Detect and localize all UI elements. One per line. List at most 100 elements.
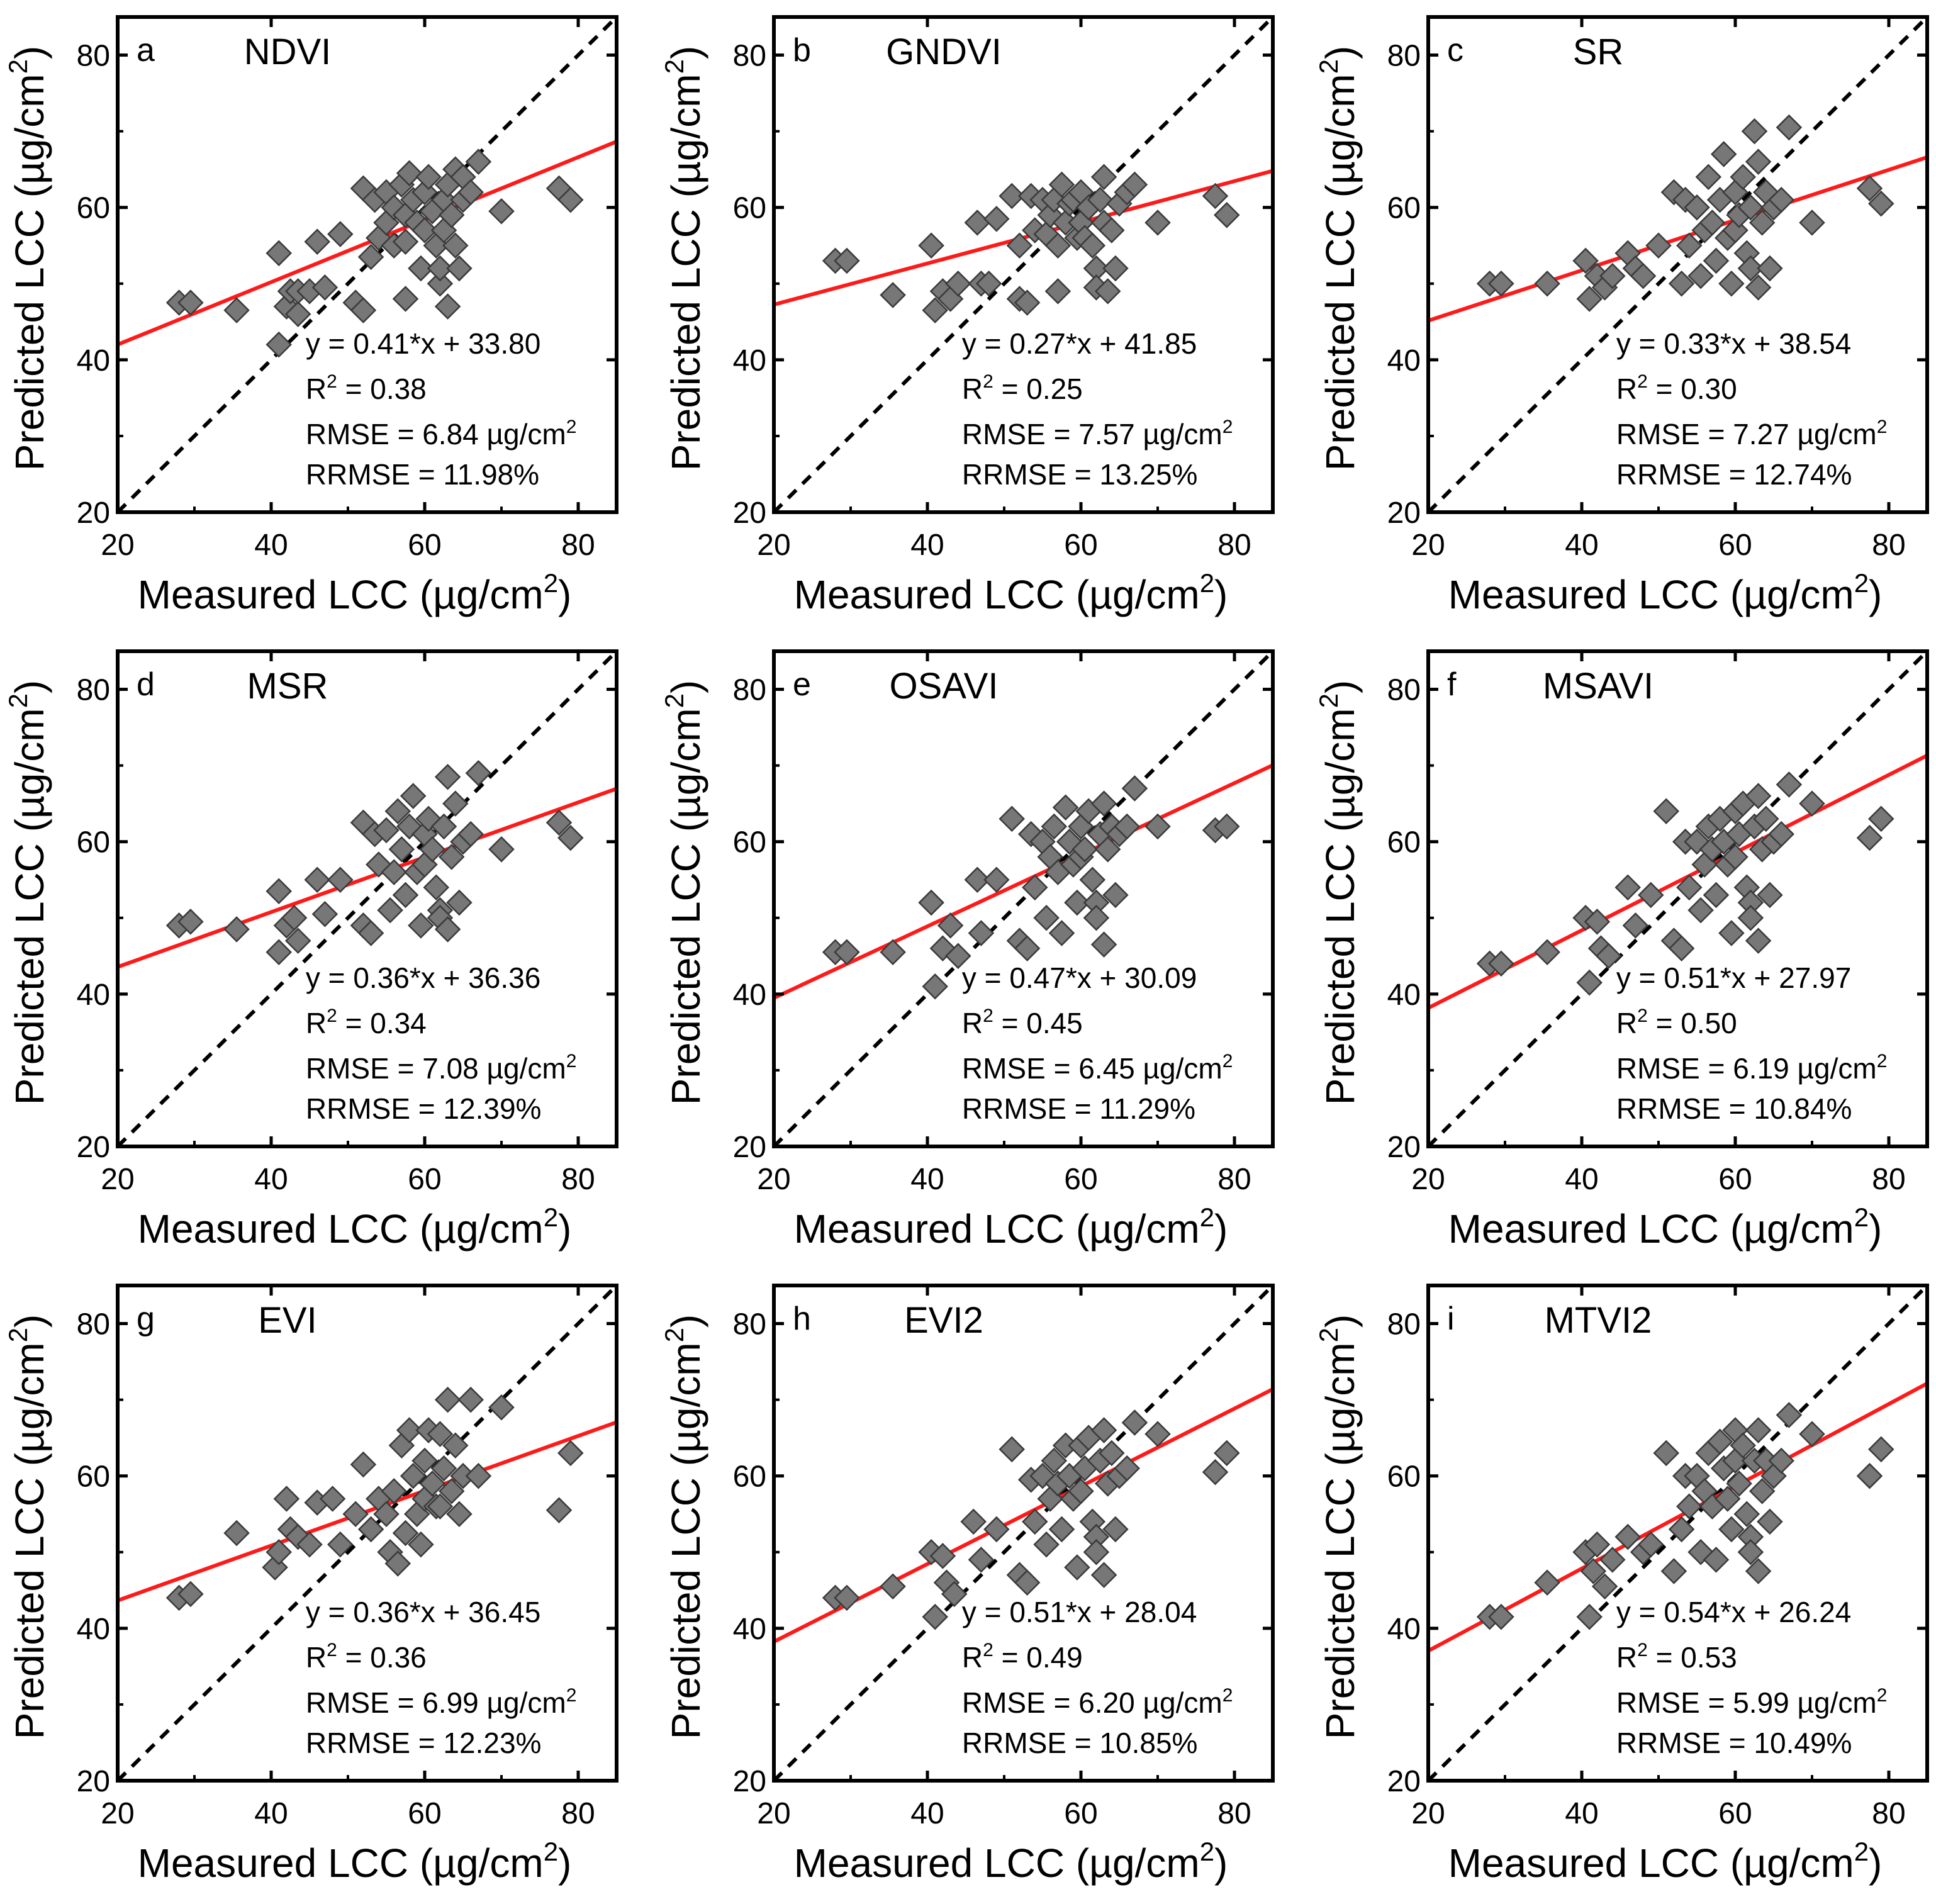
y-tick-label: 60 [733, 1460, 766, 1494]
data-point [392, 882, 419, 909]
data-point [1676, 1493, 1703, 1520]
data-point [442, 1432, 469, 1459]
plot-area [118, 1285, 617, 1781]
data-point [1776, 1402, 1803, 1428]
data-point [1083, 1539, 1110, 1565]
data-point [1090, 931, 1117, 958]
data-point [434, 916, 461, 943]
data-point [968, 920, 995, 946]
r-squared: R2 = 0.30 [1616, 371, 1737, 405]
y-tick-label: 20 [77, 496, 110, 530]
rrmse: RRMSE = 12.23% [306, 1727, 542, 1759]
data-point [411, 217, 438, 244]
rrmse: RRMSE = 12.39% [306, 1092, 542, 1125]
data-point [941, 1581, 968, 1608]
fit-line [118, 1420, 617, 1603]
data-point [1202, 182, 1229, 210]
data-point [1144, 210, 1171, 236]
data-point [834, 247, 860, 274]
data-point [968, 1547, 995, 1573]
rmse: RMSE = 5.99 µg/cm2 [1616, 1685, 1888, 1719]
x-tick-label: 20 [1411, 1163, 1445, 1196]
r-squared: R2 = 0.50 [1616, 1005, 1737, 1039]
fit-line [1428, 1382, 1927, 1653]
data-point [1749, 210, 1776, 236]
y-axis-label: Predicted LCC (µg/cm2) [659, 1314, 708, 1740]
panel-letter: g [137, 1301, 155, 1337]
data-point [408, 1531, 434, 1558]
data-point [304, 228, 330, 255]
y-tick-label: 20 [1387, 1765, 1421, 1798]
rmse: RMSE = 6.99 µg/cm2 [306, 1685, 577, 1719]
rmse: RMSE = 6.84 µg/cm2 [306, 417, 577, 451]
x-tick-label: 80 [561, 1797, 595, 1830]
data-point [1033, 1531, 1060, 1558]
regression-equation: y = 0.27*x + 41.85 [962, 327, 1197, 360]
data-point [1737, 255, 1764, 282]
x-tick-label: 20 [101, 529, 134, 562]
data-point [284, 301, 311, 327]
data-point [446, 1501, 473, 1527]
data-point [357, 244, 384, 271]
rmse: RMSE = 7.08 µg/cm2 [306, 1051, 577, 1085]
data-point [1572, 247, 1599, 274]
data-point [1730, 1432, 1756, 1459]
r-squared: R2 = 0.38 [306, 371, 427, 405]
data-point [1144, 1421, 1171, 1447]
x-tick-label: 20 [101, 1163, 134, 1196]
data-point [177, 289, 204, 316]
data-point [1799, 210, 1825, 236]
data-point [357, 1516, 384, 1543]
panel-d: 20 40 60 80 20 40 60 80 d MSR y = 0.36*x + 36.36 R2… [3, 649, 618, 1252]
data-point [1090, 1562, 1117, 1588]
plot-frame [1426, 649, 1929, 1148]
panel-letter: i [1447, 1301, 1455, 1337]
data-point [1638, 882, 1664, 909]
rrmse: RRMSE = 13.25% [962, 458, 1198, 491]
data-point [419, 1470, 445, 1497]
data-point [1534, 939, 1560, 966]
data-point [266, 939, 292, 966]
data-point [1768, 820, 1794, 848]
x-tick-label: 80 [1217, 529, 1251, 562]
data-point [373, 1501, 400, 1527]
data-point [557, 824, 584, 851]
data-point [1856, 1462, 1883, 1489]
x-tick-label: 40 [910, 1163, 944, 1196]
data-point [1094, 836, 1121, 863]
rmse: RMSE = 6.20 µg/cm2 [962, 1685, 1233, 1719]
data-point [557, 186, 584, 213]
data-point [922, 1603, 948, 1630]
y-axis-label: Predicted LCC (µg/cm2) [3, 680, 52, 1106]
data-point [465, 148, 492, 175]
data-point [1757, 882, 1783, 909]
data-point [1741, 118, 1768, 145]
panel-letter: b [793, 32, 811, 69]
data-point [438, 1478, 465, 1504]
x-tick-label: 40 [254, 1797, 288, 1830]
data-point [1121, 775, 1148, 802]
data-point [1733, 1501, 1760, 1527]
data-point [1044, 278, 1072, 305]
data-point [1083, 905, 1110, 931]
data-point [415, 164, 442, 191]
data-point [1214, 813, 1240, 840]
regression-equation: y = 0.33*x + 38.54 [1616, 327, 1851, 360]
data-point [427, 1421, 454, 1447]
y-tick-label: 40 [77, 978, 110, 1012]
data-point [1580, 1558, 1607, 1584]
data-point [427, 255, 454, 282]
panel-c: 20 40 60 80 20 40 60 80 c SR y = 0.33*x + 38.54 R2 … [1314, 15, 1929, 617]
x-tick-label: 60 [1064, 1163, 1097, 1196]
data-point [434, 1386, 461, 1413]
y-tick-label: 60 [77, 826, 110, 860]
data-point [488, 1394, 515, 1421]
data-point [400, 783, 427, 809]
data-point [1214, 202, 1240, 228]
data-point [1745, 1558, 1772, 1584]
data-point [1653, 798, 1679, 825]
data-point [311, 900, 339, 927]
data-point [1534, 271, 1560, 297]
y-tick-label: 20 [733, 1131, 766, 1164]
rrmse: RRMSE = 10.85% [962, 1727, 1198, 1759]
